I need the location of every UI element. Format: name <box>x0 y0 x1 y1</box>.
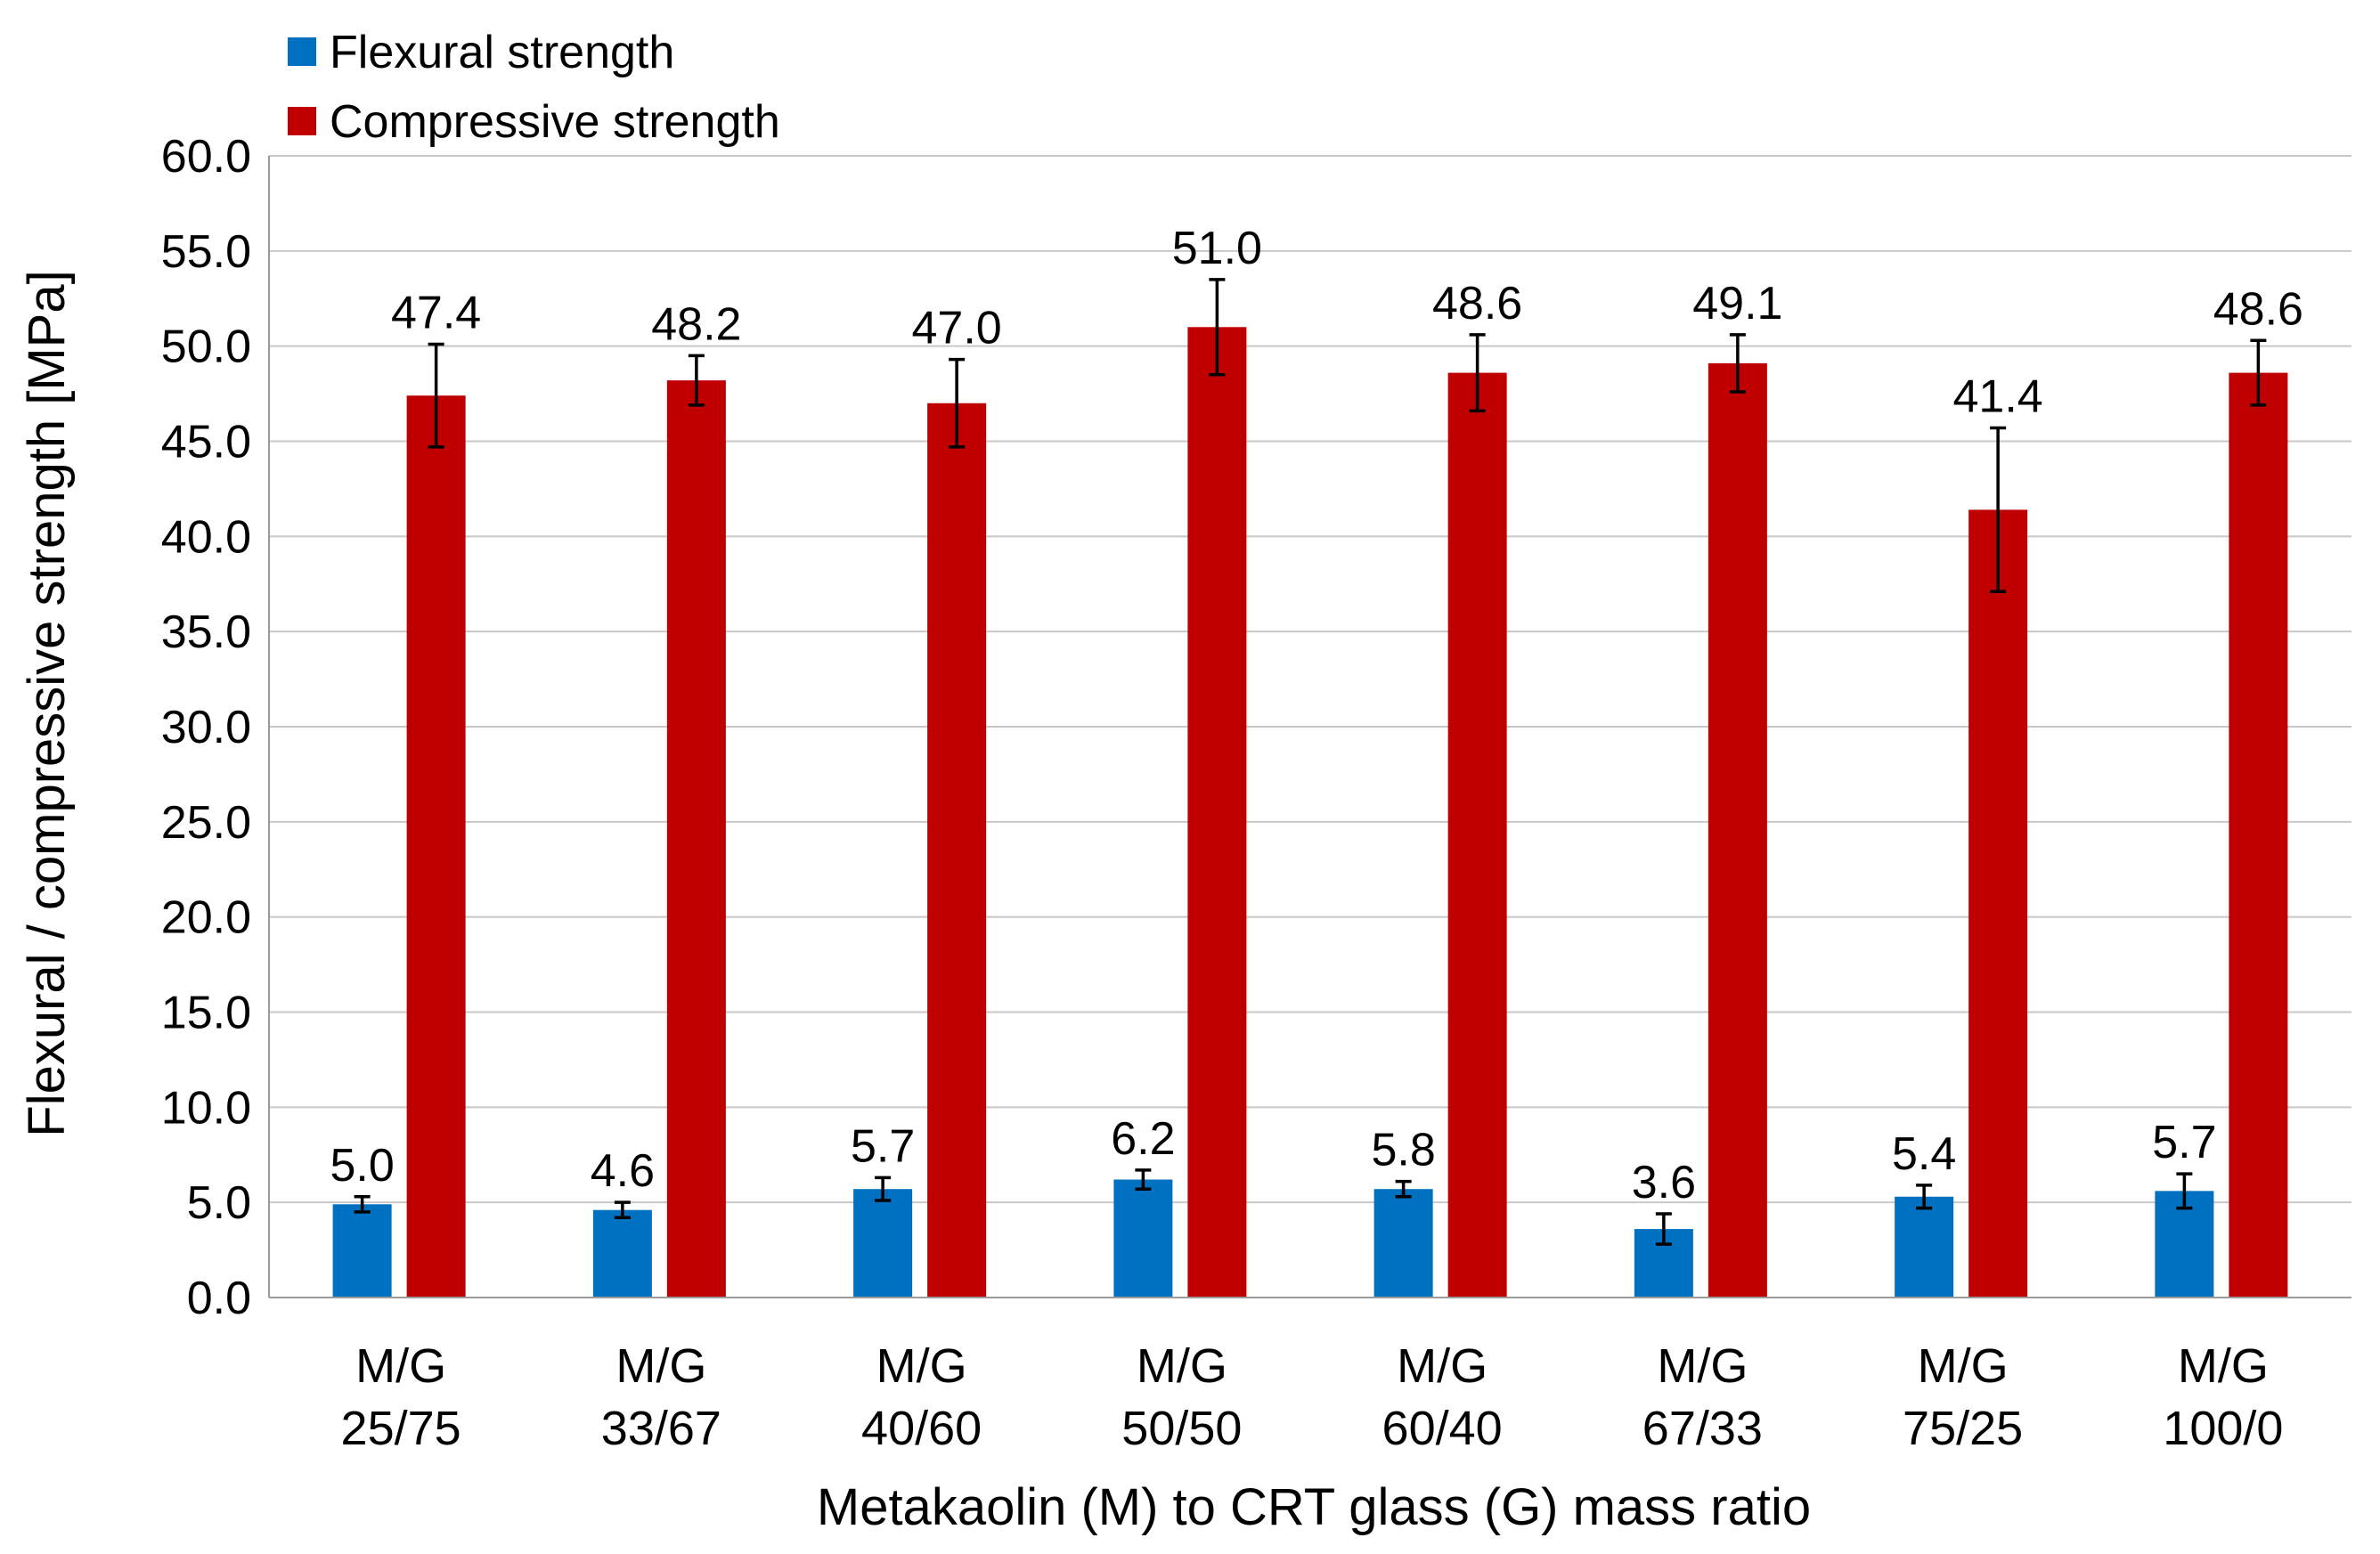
x-tick-label: 60/40 <box>1382 1402 1503 1455</box>
x-tick-label: M/G <box>1397 1339 1488 1393</box>
x-tick-label: 40/60 <box>861 1402 982 1455</box>
flexural-bar <box>1113 1179 1173 1298</box>
error-bars <box>354 278 2267 1246</box>
x-tick-label: M/G <box>1918 1339 2009 1393</box>
x-tick-label: 50/50 <box>1121 1402 1242 1455</box>
legend: Flexural strength Compressive strength <box>288 27 780 148</box>
data-label: 6.2 <box>1111 1113 1175 1165</box>
y-axis-title: Flexural / compressive strength [MPa] <box>18 270 76 1136</box>
compressive-bar <box>1968 509 2028 1298</box>
axes: 0.0 5.0 10.0 15.0 20.0 25.0 30.0 35.0 40.0 45.0 50… <box>161 131 2351 1455</box>
flexural-bar <box>1895 1196 1954 1298</box>
compressive-bar <box>927 403 987 1298</box>
data-label: 5.7 <box>851 1120 915 1172</box>
flexural-bar <box>332 1204 392 1298</box>
flexural-bar <box>1373 1189 1433 1298</box>
y-tick-label: 15.0 <box>161 988 251 1039</box>
y-tick-label: 20.0 <box>161 892 251 944</box>
y-tick-label: 30.0 <box>161 702 251 753</box>
data-label: 48.6 <box>2213 283 2303 335</box>
legend-label: Compressive strength <box>330 96 780 148</box>
x-tick-label: 67/33 <box>1642 1402 1763 1455</box>
data-label: 49.1 <box>1692 278 1782 330</box>
y-tick-label: 10.0 <box>161 1082 251 1134</box>
x-tick-label: M/G <box>2178 1339 2269 1393</box>
legend-label: Flexural strength <box>330 27 674 78</box>
y-tick-label: 5.0 <box>187 1177 251 1229</box>
data-label: 47.0 <box>912 303 1002 354</box>
y-tick-label: 50.0 <box>161 321 251 373</box>
data-label: 3.6 <box>1632 1157 1696 1208</box>
x-tick-label: 25/75 <box>341 1402 461 1455</box>
x-tick-label: M/G <box>615 1339 706 1393</box>
data-label: 47.4 <box>391 288 481 339</box>
legend-swatch <box>288 37 316 66</box>
x-tick-label: M/G <box>1657 1339 1748 1393</box>
gridlines <box>269 155 2351 1204</box>
x-tick-label: 100/0 <box>2163 1402 2283 1455</box>
flexural-bar <box>592 1209 652 1298</box>
x-tick-label: M/G <box>355 1339 446 1393</box>
y-tick-label: 45.0 <box>161 417 251 468</box>
data-labels: 5.0 47.4 4.6 48.2 5.7 47.0 6.2 51.0 5.8 48.6 3.6 49… <box>330 223 2303 1208</box>
compressive-bar <box>2229 372 2288 1298</box>
flexural-bar <box>853 1189 913 1298</box>
y-tick-label: 25.0 <box>161 797 251 849</box>
x-tick-label: M/G <box>876 1339 967 1393</box>
data-label: 5.4 <box>1892 1128 1956 1180</box>
y-tick-label: 55.0 <box>161 226 251 278</box>
x-tick-label: M/G <box>1137 1339 1227 1393</box>
legend-swatch <box>288 107 316 135</box>
x-tick-label: 75/25 <box>1903 1402 2023 1455</box>
data-label: 51.0 <box>1172 223 1262 274</box>
y-tick-label: 35.0 <box>161 606 251 658</box>
compressive-bar <box>1447 372 1507 1298</box>
compressive-bar <box>1708 362 1767 1298</box>
data-label: 4.6 <box>591 1145 655 1197</box>
compressive-bar <box>406 395 466 1298</box>
y-tick-label: 60.0 <box>161 131 251 183</box>
bars <box>332 327 2288 1298</box>
y-tick-label: 0.0 <box>187 1273 251 1324</box>
data-label: 5.7 <box>2152 1117 2216 1168</box>
x-tick-label: 33/67 <box>601 1402 721 1455</box>
y-tick-label: 40.0 <box>161 511 251 563</box>
compressive-bar <box>666 380 726 1298</box>
data-label: 41.4 <box>1953 371 2043 423</box>
data-label: 48.2 <box>651 298 741 350</box>
data-label: 48.6 <box>1432 278 1522 330</box>
compressive-bar <box>1187 327 1247 1298</box>
data-label: 5.8 <box>1371 1125 1435 1176</box>
data-label: 5.0 <box>330 1140 394 1192</box>
x-axis-title: Metakaolin (M) to CRT glass (G) mass rat… <box>817 1478 1811 1536</box>
